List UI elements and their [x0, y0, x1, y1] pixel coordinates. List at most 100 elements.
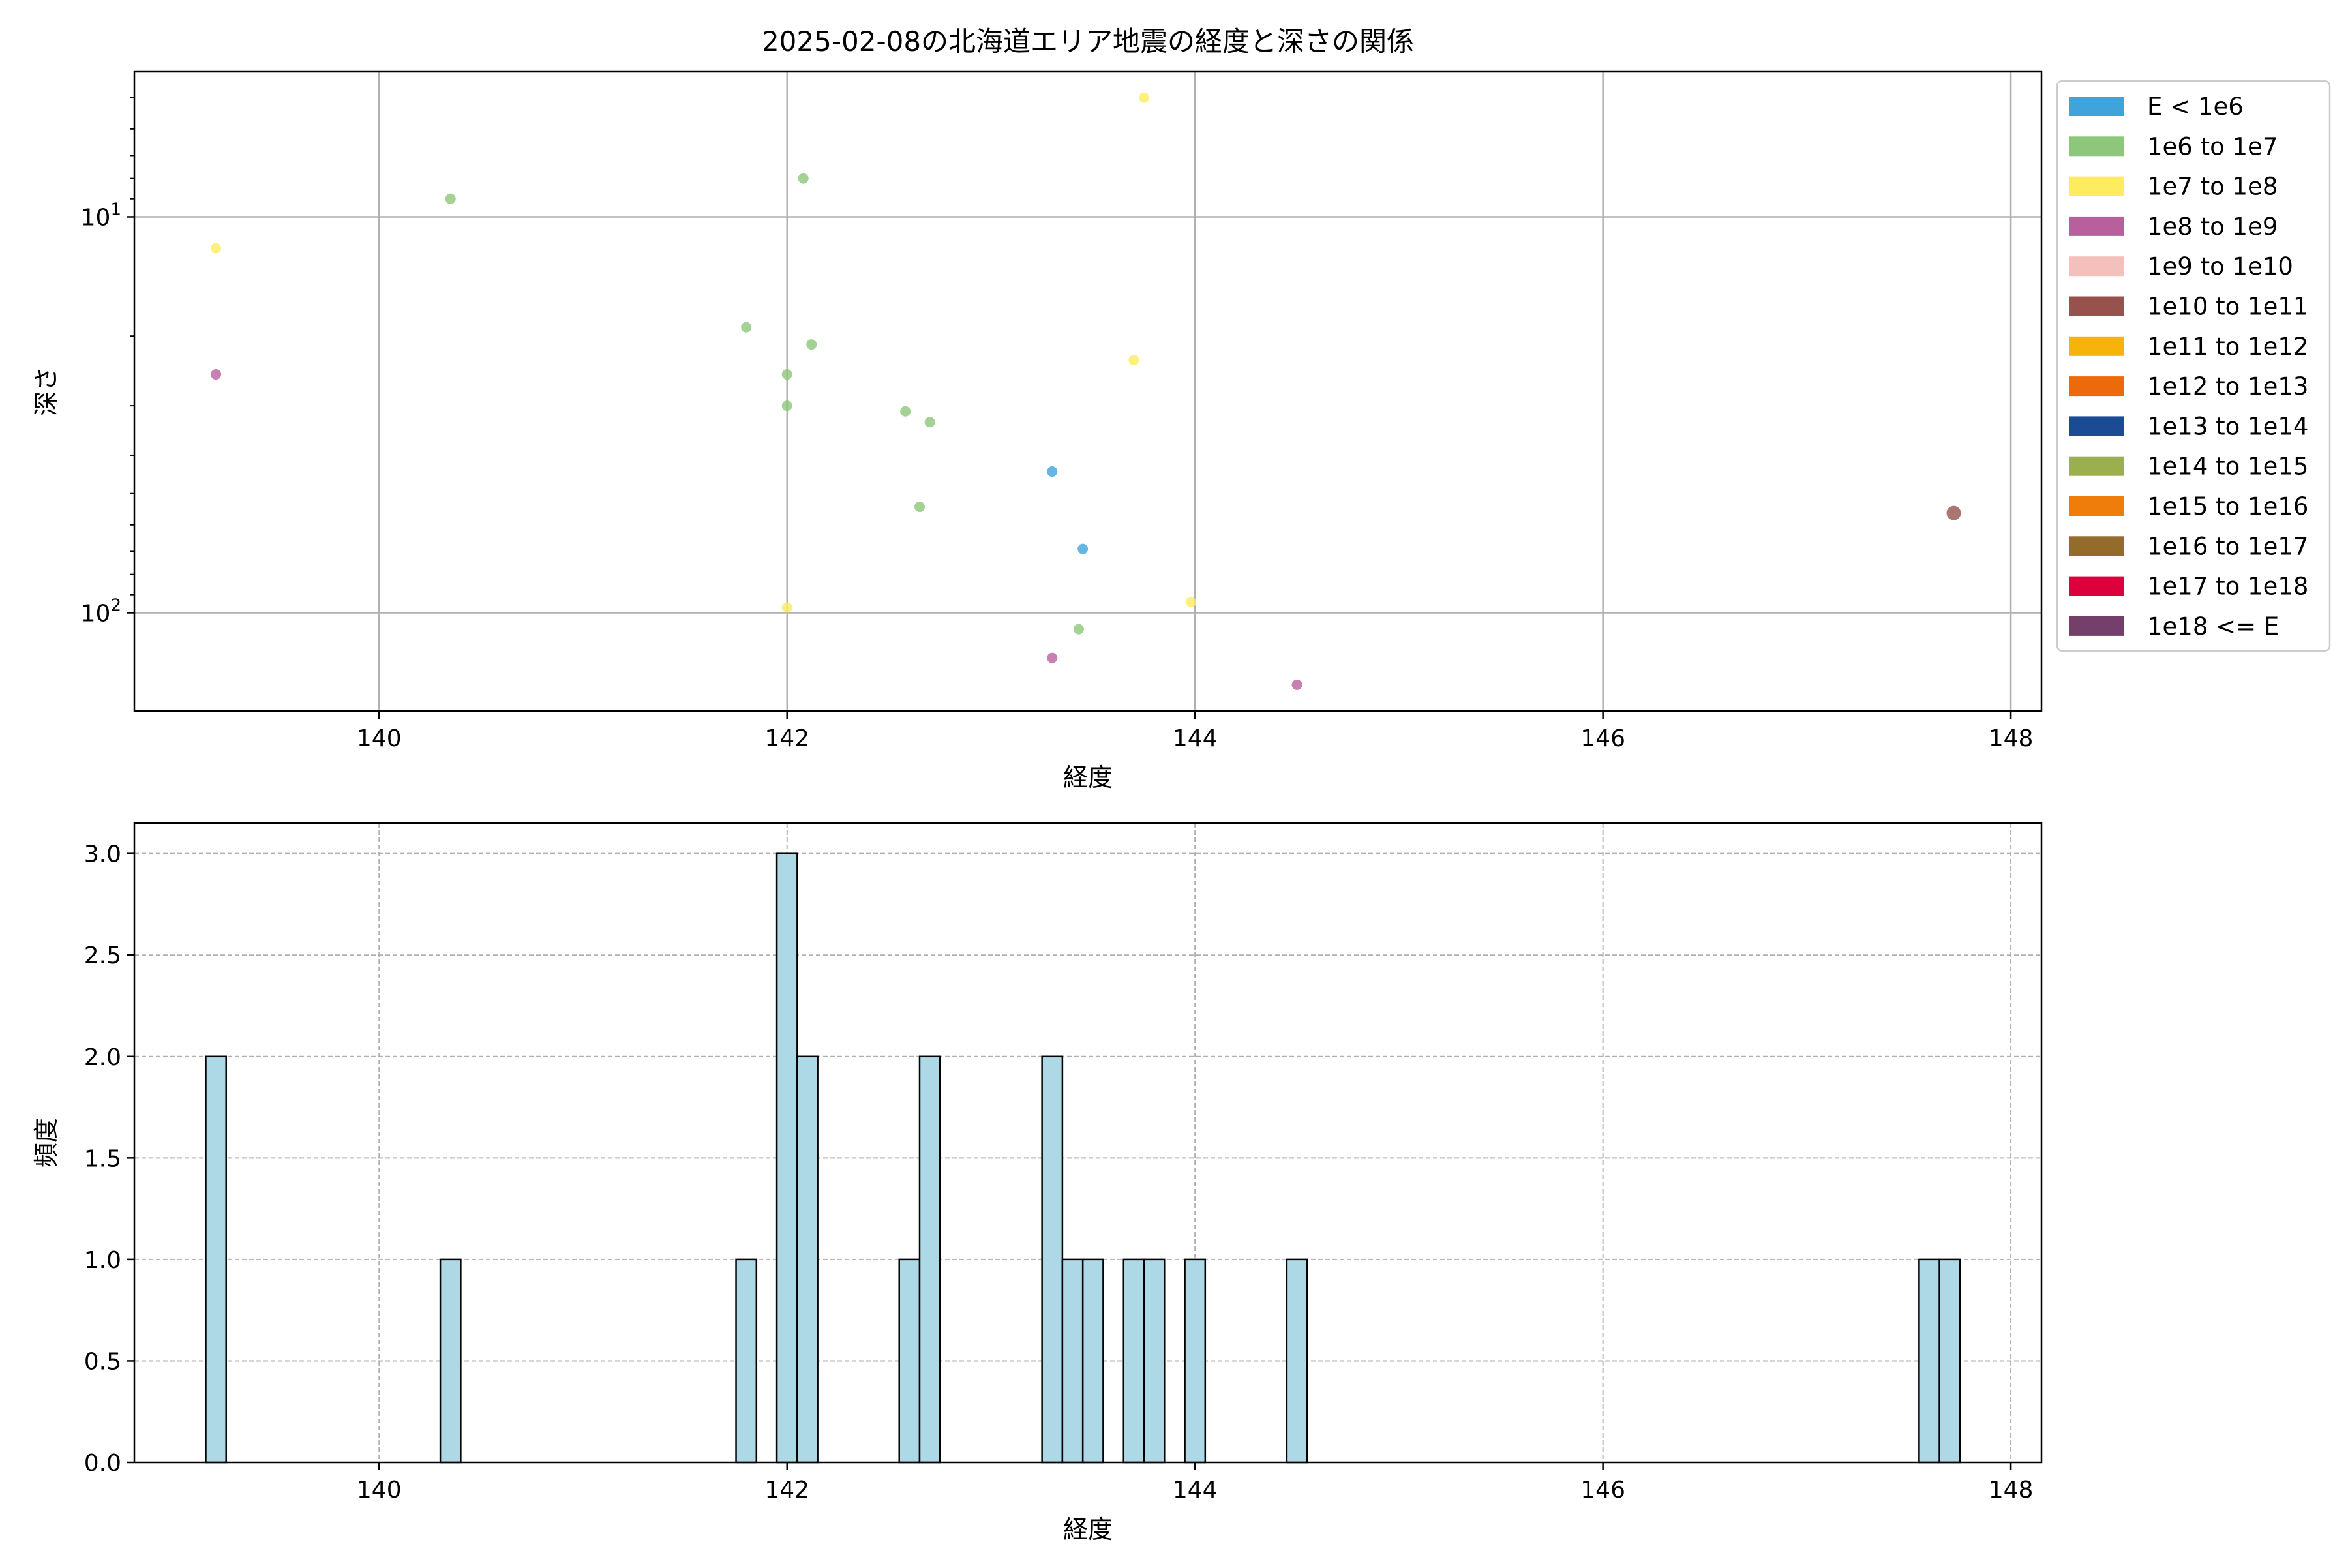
histogram-y-tick-label: 0.0 — [84, 1450, 121, 1477]
scatter-point — [211, 243, 222, 254]
histogram-bar — [1918, 1258, 1940, 1464]
legend-label: 1e18 <= E — [2147, 612, 2279, 641]
histogram-bar — [796, 1055, 819, 1464]
legend-swatch — [2069, 176, 2124, 196]
histogram-y-axis-label: 頻度 — [32, 1118, 61, 1168]
legend-label: 1e15 to 1e16 — [2147, 492, 2308, 520]
scatter-y-tick-label: 101 — [81, 200, 121, 231]
scatter-legend: E < 1e6 1e6 to 1e7 1e7 to 1e8 1e8 to 1e9 1e9… — [2056, 80, 2331, 652]
legend-label: 1e11 to 1e12 — [2147, 333, 2308, 361]
scatter-point — [1291, 679, 1302, 690]
scatter-point — [781, 602, 792, 613]
legend-swatch — [2069, 256, 2124, 277]
legend-items: E < 1e6 1e6 to 1e7 1e7 to 1e8 1e8 to 1e9 1e9… — [2069, 93, 2308, 641]
scatter-point — [781, 400, 792, 412]
legend-label: 1e16 to 1e17 — [2147, 532, 2308, 560]
legend-swatch — [2069, 376, 2124, 397]
legend-swatch — [2069, 97, 2124, 116]
legend-label: 1e6 to 1e7 — [2147, 132, 2278, 160]
legend-label: 1e12 to 1e13 — [2147, 372, 2308, 400]
scatter-x-ticks: 140 142 144 146 148 — [357, 711, 2034, 752]
scatter-x-tick-label: 146 — [1580, 725, 1625, 752]
scatter-point — [1047, 466, 1058, 477]
histogram-y-tick-label: 0.5 — [84, 1348, 121, 1375]
scatter-point — [1077, 543, 1089, 554]
legend-label: 1e8 to 1e9 — [2147, 213, 2278, 241]
histogram-x-tick-label: 148 — [1989, 1477, 2034, 1503]
histogram-y-tick-label: 2.0 — [84, 1044, 121, 1071]
legend-swatch — [2069, 416, 2124, 436]
scatter-y-tick-label: 102 — [81, 596, 121, 627]
scatter-x-tick-label: 142 — [764, 725, 809, 752]
scatter-point — [1047, 652, 1058, 663]
scatter-point — [1073, 624, 1084, 635]
scatter-y-axis-label: 深さ — [32, 367, 61, 416]
legend-label: 1e14 to 1e15 — [2147, 453, 2308, 481]
scatter-point — [900, 406, 911, 417]
histogram-bar — [898, 1258, 921, 1464]
scatter-x-tick-label: 144 — [1173, 725, 1218, 752]
histogram-y-tick-label: 3.0 — [84, 841, 121, 868]
histogram-x-tick-label: 142 — [764, 1477, 809, 1503]
legend-label: 1e7 to 1e8 — [2147, 173, 2278, 201]
scatter-x-axis-label: 経度 — [1063, 763, 1113, 792]
histogram-bar — [1081, 1258, 1104, 1464]
histogram-bar — [1041, 1055, 1064, 1464]
scatter-point — [1185, 597, 1196, 608]
legend-swatch — [2069, 336, 2124, 356]
scatter-points — [211, 92, 1961, 690]
scatter-axes-frame — [133, 70, 2043, 712]
histogram-bar — [1143, 1258, 1166, 1464]
histogram-x-tick-label: 146 — [1580, 1477, 1625, 1503]
histogram-x-tick-label: 140 — [357, 1477, 402, 1503]
histogram-axes-frame — [133, 822, 2043, 1464]
legend-swatch — [2069, 616, 2124, 636]
scatter-point — [924, 417, 935, 428]
histogram-x-ticks: 140 142 144 146 148 — [357, 1462, 2034, 1503]
legend-label: 1e9 to 1e10 — [2147, 252, 2293, 280]
histogram-y-tick-label: 1.5 — [84, 1145, 121, 1172]
legend-swatch — [2069, 496, 2124, 516]
scatter-grid — [134, 72, 2041, 711]
legend-label: 1e13 to 1e14 — [2147, 412, 2308, 440]
legend-label: 1e10 to 1e11 — [2147, 293, 2308, 321]
histogram-y-ticks: 0.0 0.5 1.0 1.5 2.0 2.5 3.0 — [84, 841, 134, 1477]
legend-swatch — [2069, 136, 2124, 157]
scatter-x-tick-label: 148 — [1989, 725, 2034, 752]
histogram-x-tick-label: 144 — [1173, 1477, 1218, 1503]
scatter-point — [1139, 92, 1149, 103]
histogram-bar — [439, 1258, 462, 1464]
scatter-point — [1128, 355, 1139, 366]
histogram-bar — [735, 1258, 758, 1464]
scatter-y-ticks: 101 102 — [81, 97, 134, 627]
scatter-point — [211, 369, 222, 380]
scatter-point — [914, 502, 925, 513]
scatter-point — [445, 193, 456, 204]
histogram-bar — [205, 1055, 227, 1464]
scatter-point — [741, 322, 752, 333]
scatter-point — [798, 173, 809, 184]
histogram-bar — [1122, 1258, 1145, 1464]
histogram-y-tick-label: 1.0 — [84, 1247, 121, 1274]
legend-swatch — [2069, 216, 2124, 236]
histogram-y-tick-label: 2.5 — [84, 942, 121, 969]
scatter-point — [1946, 505, 1961, 520]
legend-frame — [2056, 80, 2331, 652]
legend-swatch — [2069, 296, 2124, 316]
histogram-bar — [918, 1055, 941, 1464]
histogram-bar — [1938, 1258, 1961, 1464]
scatter-x-tick-label: 140 — [357, 725, 402, 752]
histogram-x-axis-label: 経度 — [1063, 1515, 1113, 1544]
histogram-bar — [1061, 1258, 1084, 1464]
histogram-bar — [775, 852, 798, 1464]
histogram-bar — [1286, 1258, 1308, 1464]
legend-swatch — [2069, 576, 2124, 596]
legend-label: 1e17 to 1e18 — [2147, 573, 2308, 601]
scatter-title: 2025-02-08の北海道エリア地震の経度と深さの関係 — [762, 25, 1414, 57]
legend-swatch — [2069, 536, 2124, 556]
scatter-point — [781, 369, 792, 380]
histogram-bar — [1184, 1258, 1207, 1464]
